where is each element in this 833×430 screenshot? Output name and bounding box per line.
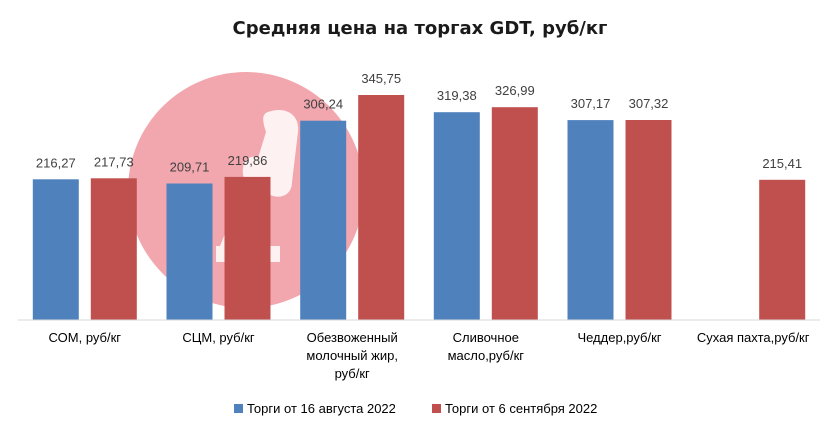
category-label-4: Сливочное масло,руб/кг bbox=[448, 330, 525, 363]
category-label-6: Сухая пахта,руб/кг bbox=[697, 330, 810, 345]
category-label-2: СЦМ, руб/кг bbox=[182, 330, 255, 345]
value-label-s2-c4: 326,99 bbox=[495, 83, 535, 98]
bar-s1-c1 bbox=[32, 179, 79, 320]
value-label-s1-c1: 216,27 bbox=[36, 155, 76, 170]
legend-label-2: Торги от 6 сентября 2022 bbox=[445, 401, 597, 416]
value-label-s2-c5: 307,32 bbox=[629, 96, 669, 111]
bar-s2-c4 bbox=[491, 107, 538, 320]
value-label-s2-c2: 219,86 bbox=[228, 153, 268, 168]
chart-title: Средняя цена на торгах GDT, руб/кг bbox=[233, 18, 608, 39]
bar-s1-c5 bbox=[567, 120, 614, 320]
bar-s2-c1 bbox=[90, 178, 137, 320]
legend-label-1: Торги от 16 августа 2022 bbox=[247, 401, 396, 416]
legend-swatch-1 bbox=[234, 404, 243, 413]
bar-s2-c2 bbox=[224, 176, 271, 320]
bar-s1-c3 bbox=[300, 120, 347, 320]
value-label-s1-c3: 306,24 bbox=[303, 97, 343, 112]
legend-swatch-2 bbox=[432, 404, 441, 413]
bar-s2-c6 bbox=[759, 179, 806, 320]
category-label-5: Чеддер,руб/кг bbox=[577, 330, 661, 345]
bar-s2-c3 bbox=[358, 95, 405, 320]
bar-s2-c5 bbox=[625, 120, 672, 320]
value-label-s2-c1: 217,73 bbox=[94, 154, 134, 169]
value-labels-layer: 216,27 217,73 209,71 219,86 306,24 345,75 319,… bbox=[36, 71, 802, 175]
bar-s1-c2 bbox=[166, 183, 213, 320]
bar-s1-c4 bbox=[433, 112, 480, 320]
value-label-s1-c4: 319,38 bbox=[437, 88, 477, 103]
value-label-s2-c3: 345,75 bbox=[361, 71, 401, 86]
value-label-s2-c6: 215,41 bbox=[762, 156, 802, 171]
bars-layer bbox=[32, 95, 806, 320]
category-label-3: Обезвоженный молочный жир, руб/кг bbox=[306, 330, 398, 381]
category-labels-layer: СОМ, руб/кг СЦМ, руб/кг Обезвоженный молочн… bbox=[49, 330, 810, 381]
legend: Торги от 16 августа 2022 Торги от 6 сентя… bbox=[234, 401, 597, 416]
value-label-s1-c5: 307,17 bbox=[571, 96, 611, 111]
category-label-1: СОМ, руб/кг bbox=[49, 330, 122, 345]
value-label-s1-c2: 209,71 bbox=[170, 160, 210, 175]
